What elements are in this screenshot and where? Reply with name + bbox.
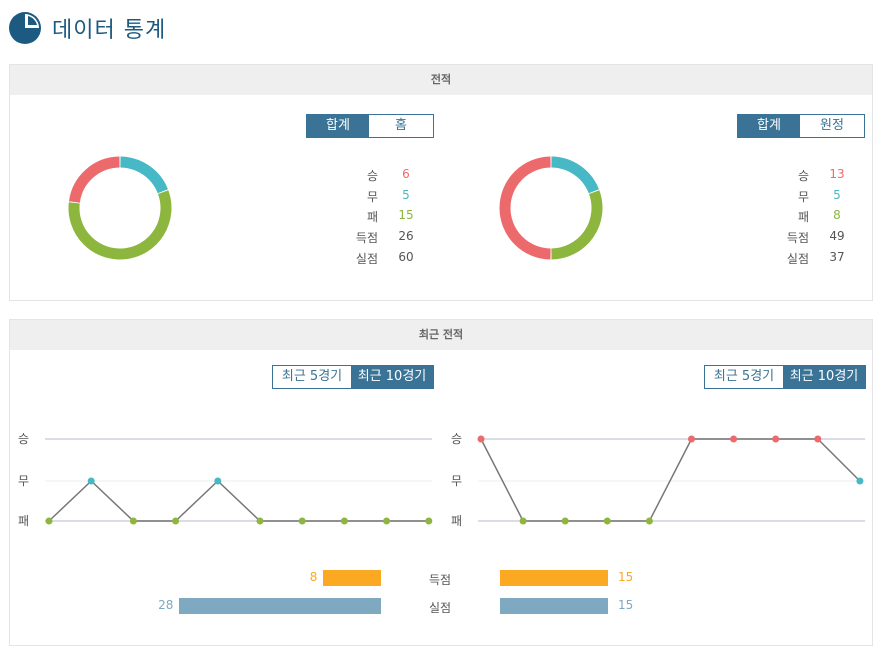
bar-value-right: 15: [618, 598, 634, 612]
form-point: [519, 517, 527, 525]
y-axis-label: 무: [451, 474, 462, 488]
bar-label: 실점: [428, 601, 452, 615]
form-point: [383, 517, 391, 525]
form-point: [172, 517, 180, 525]
form-point: [688, 435, 695, 443]
stat-value: 6: [402, 167, 410, 181]
pie-chart-icon: [9, 12, 41, 44]
donut-slice-draw: [551, 156, 599, 194]
form-point: [45, 517, 53, 525]
donut-slice-win: [499, 156, 551, 260]
recent-tabs-left: 최근 5경기 최근 10경기: [272, 365, 434, 389]
stat-value: 26: [398, 229, 414, 244]
stat-value: 5: [402, 187, 410, 202]
form-point: [214, 477, 222, 485]
stat-value: 37: [829, 249, 845, 264]
bar-right-goals_against: [500, 598, 608, 614]
y-axis-label: 무: [18, 474, 29, 488]
bar-left-goals_for: [323, 570, 381, 586]
tab-total[interactable]: 합계: [307, 115, 369, 137]
recent-tabs-right: 최근 5경기 최근 10경기: [704, 365, 866, 389]
tab-last-10[interactable]: 최근 10경기: [351, 366, 433, 388]
record-panel-title: 전적: [10, 65, 872, 95]
stat-label: 득점: [355, 231, 378, 246]
stat-value: 8: [833, 208, 841, 223]
tab-last-5[interactable]: 최근 5경기: [273, 366, 351, 388]
stat-label: 실점: [355, 251, 378, 266]
y-axis-label: 패: [18, 514, 29, 528]
form-point: [340, 517, 348, 525]
recent-form-chart: 승무패 승무패: [18, 432, 865, 528]
page-title: 데이터 통계: [52, 18, 167, 43]
stat-value: 60: [398, 249, 414, 264]
tab-total[interactable]: 합계: [738, 115, 800, 137]
bar-label: 득점: [428, 573, 452, 587]
form-point: [645, 517, 653, 525]
form-point: [87, 477, 95, 485]
stat-label: 무: [797, 189, 809, 204]
form-line: [48, 479, 429, 522]
stat-label: 승: [797, 169, 809, 183]
form-point: [477, 435, 485, 443]
y-axis-label: 승: [18, 432, 29, 446]
stat-value: 5: [833, 187, 841, 202]
y-axis-label: 패: [451, 514, 462, 528]
record-tabs-right: 합계 원정: [737, 114, 865, 138]
form-point: [772, 435, 780, 443]
stat-label: 패: [366, 210, 378, 225]
bar-right-goals_for: [500, 570, 608, 586]
tab-home[interactable]: 홈: [369, 115, 433, 137]
form-point: [256, 517, 264, 525]
record-tabs-left: 합계 홈: [306, 114, 434, 138]
bar-value-right: 15: [618, 570, 634, 584]
form-point: [814, 435, 822, 443]
tab-away[interactable]: 원정: [800, 115, 864, 137]
form-point: [425, 517, 433, 525]
tab-last-10[interactable]: 최근 10경기: [783, 366, 865, 388]
donut-slice-loss: [68, 190, 172, 260]
record-donut-right: [499, 156, 603, 260]
recent-panel-title: 최근 전적: [10, 320, 872, 350]
stat-label: 득점: [786, 231, 809, 246]
bar-value-left: 8: [309, 570, 318, 584]
bar-left-goals_against: [179, 598, 381, 614]
donut-slice-draw: [120, 156, 168, 194]
stat-label: 패: [797, 210, 809, 225]
donut-slice-win: [68, 156, 120, 203]
page-header: 데이터 통계: [8, 8, 166, 48]
record-donut-left: [68, 156, 172, 260]
form-point: [129, 517, 137, 525]
form-point: [298, 517, 306, 525]
y-axis-label: 승: [451, 432, 462, 446]
stat-value: 49: [829, 229, 845, 244]
form-line: [480, 438, 861, 522]
bar-value-left: 28: [158, 598, 174, 612]
form-point: [561, 517, 569, 525]
tab-last-5[interactable]: 최근 5경기: [705, 366, 783, 388]
stat-label: 실점: [786, 251, 809, 266]
form-point: [603, 517, 611, 525]
stat-label: 승: [366, 169, 378, 183]
stat-value: 13: [829, 167, 845, 181]
stat-label: 무: [366, 189, 378, 204]
form-point: [730, 435, 738, 443]
donut-slice-loss: [551, 190, 603, 260]
stat-value: 15: [398, 208, 414, 223]
form-point: [856, 477, 864, 485]
record-panel: 전적 합계 홈 합계 원정 승 6 무 5 패 15 득점 26 실점 60 승 13 무 5 패 8 득점 4…: [9, 64, 873, 301]
